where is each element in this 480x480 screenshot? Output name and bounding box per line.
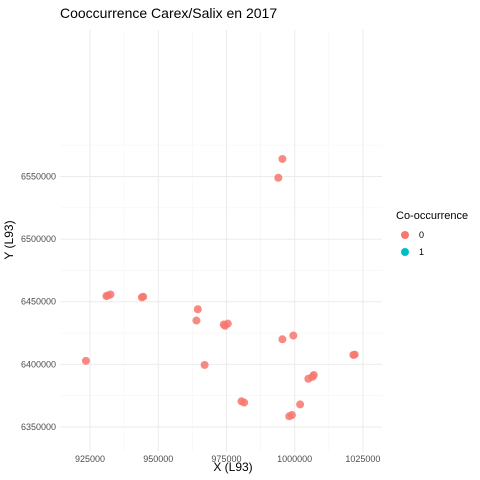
legend-label: 0 (419, 230, 424, 240)
legend-key (401, 248, 409, 256)
y-tick-label: 6500000 (21, 234, 56, 244)
x-tick-label: 1025000 (345, 454, 380, 464)
legend-key (401, 231, 409, 239)
x-tick-label: 950000 (143, 454, 173, 464)
data-point (349, 350, 358, 359)
y-axis-ticks: 6350000 6400000 6450000 6500000 6550000 (21, 172, 56, 432)
y-tick-label: 6400000 (21, 359, 56, 369)
data-point (192, 316, 201, 325)
data-point (278, 154, 287, 163)
x-tick-label: 925000 (75, 454, 105, 464)
legend-title: Co-occurrence (396, 210, 468, 222)
data-point (274, 173, 283, 182)
data-point (304, 374, 313, 383)
legend-label: 1 (419, 247, 424, 257)
data-point (278, 335, 287, 344)
chart-title: Cooccurrence Carex/Salix en 2017 (60, 5, 277, 21)
data-point (240, 398, 249, 407)
data-point (102, 292, 111, 301)
data-point (81, 356, 90, 365)
x-tick-label: 1000000 (277, 454, 312, 464)
legend: Co-occurrence 01 (396, 210, 468, 257)
x-tick-label: 975000 (211, 454, 241, 464)
x-axis-title: X (L93) (213, 460, 252, 474)
data-point (289, 331, 298, 340)
y-axis-title: Y (L93) (2, 220, 16, 259)
data-point (137, 293, 146, 302)
y-tick-label: 6350000 (21, 422, 56, 432)
grid-lines (60, 30, 382, 452)
data-point (221, 321, 230, 330)
data-point (285, 412, 294, 421)
legend-entries: 01 (401, 230, 424, 257)
y-tick-label: 6450000 (21, 297, 56, 307)
data-point (200, 360, 209, 369)
data-points (81, 154, 359, 421)
x-axis-ticks: 925000 950000 975000 1000000 1025000 (75, 454, 380, 464)
data-point (193, 305, 202, 314)
y-tick-label: 6550000 (21, 172, 56, 182)
data-point (296, 400, 305, 409)
